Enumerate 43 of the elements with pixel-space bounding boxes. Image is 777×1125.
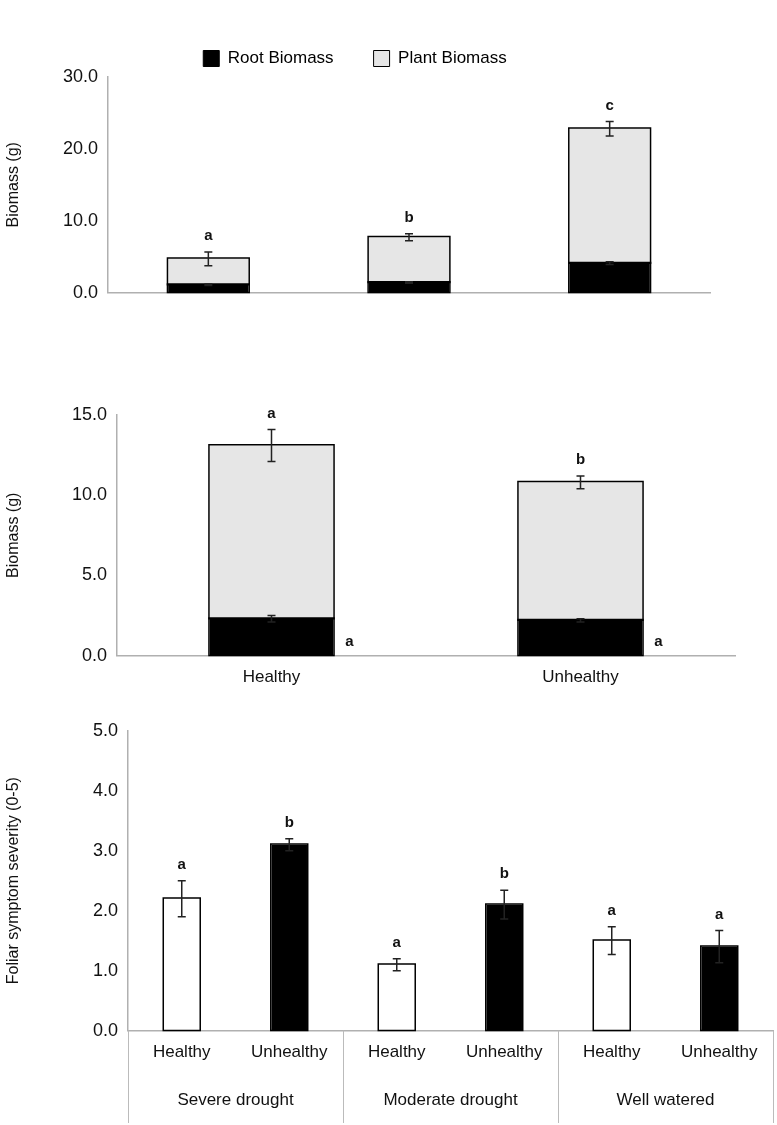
x-tick-label: Healthy <box>152 1042 212 1062</box>
x-tick-label: Healthy <box>242 667 301 687</box>
x-tick-label: Unhealthy <box>465 1042 544 1062</box>
y-tick-label: 15.0 <box>71 403 107 424</box>
x-tick-label: Healthy <box>367 1042 427 1062</box>
annotation: b <box>499 864 509 882</box>
x-tick-label: Unhealthy <box>250 1042 329 1062</box>
legend-label: Plant Biomass <box>398 48 507 68</box>
y-tick-label: 0.0 <box>81 644 107 665</box>
annotation: a <box>392 932 402 950</box>
y-tick-label: 4.0 <box>92 779 118 800</box>
x-tick-label: Unhealthy <box>680 1042 759 1062</box>
y-tick-label: 5.0 <box>92 719 118 740</box>
y-tick-label: 2.0 <box>92 899 118 920</box>
y-tick-label: 0.0 <box>92 1019 118 1040</box>
y-axis-title: Biomass (g) <box>4 492 22 578</box>
y-tick-label: 1.0 <box>92 959 118 980</box>
text: Well watered <box>616 1089 715 1109</box>
annotation: a <box>715 904 725 922</box>
annotation: b <box>284 812 294 830</box>
annotation: a <box>345 631 355 649</box>
y-tick-label: 10.0 <box>71 484 107 505</box>
annotation: a <box>654 631 664 649</box>
y-axis-title: Biomass (g) <box>4 142 22 228</box>
annotation: a <box>177 854 187 872</box>
y-tick-label: 5.0 <box>81 564 107 585</box>
annotation: a <box>204 226 214 244</box>
x-tick-label: Unhealthy <box>542 667 620 687</box>
annotation: c <box>605 95 614 113</box>
text: Moderate drought <box>383 1089 518 1109</box>
annotation: b <box>575 450 586 468</box>
y-tick-label: 10.0 <box>62 209 98 230</box>
y-tick-label: 30.0 <box>62 65 98 86</box>
legend-label: Root Biomass <box>227 48 334 68</box>
y-tick-label: 20.0 <box>62 137 98 158</box>
annotation: b <box>404 207 414 225</box>
text: Severe drought <box>177 1089 294 1109</box>
y-tick-label: 3.0 <box>92 839 118 860</box>
y-axis-title: Foliar symptom severity (0-5) <box>4 777 22 985</box>
y-tick-label: 0.0 <box>72 281 98 302</box>
x-tick-label: Healthy <box>582 1042 642 1062</box>
annotation: a <box>267 403 277 421</box>
annotation: a <box>607 901 617 919</box>
